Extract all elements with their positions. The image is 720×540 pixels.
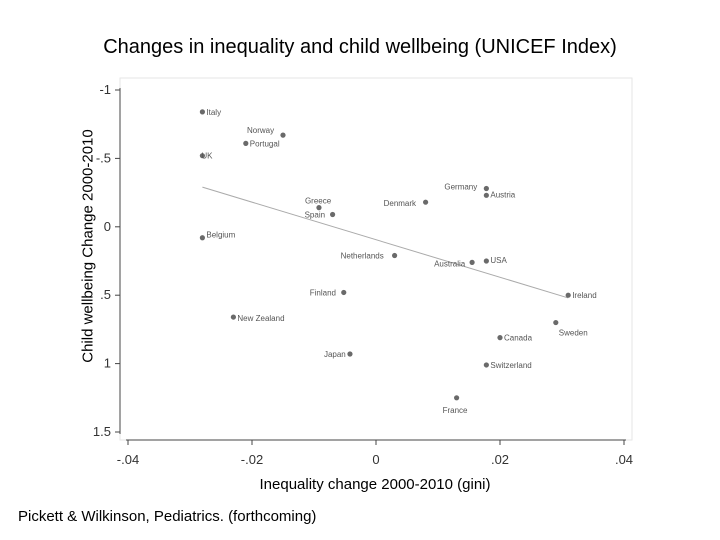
point-label: Japan	[324, 350, 346, 359]
data-point	[497, 335, 503, 341]
data-point	[565, 292, 571, 298]
data-point	[347, 351, 353, 357]
x-tick-label: -.02	[241, 452, 263, 467]
point-label: UK	[201, 152, 213, 161]
fit-line	[202, 186, 569, 299]
point-label: Portugal	[250, 139, 280, 148]
point-label: Ireland	[572, 291, 596, 300]
data-point	[199, 235, 205, 241]
y-tick-label: 1.5	[93, 424, 111, 439]
data-point	[341, 289, 347, 296]
point-label: Canada	[504, 334, 533, 343]
x-axis-label: Inequality change 2000-2010 (gini)	[259, 476, 491, 493]
y-tick-label: 0	[104, 219, 111, 234]
data-point	[392, 252, 398, 259]
point-label: Switzerland	[490, 361, 531, 370]
point-label: Australia	[434, 259, 466, 268]
y-tick-label: -1	[99, 82, 111, 97]
data-point	[469, 259, 475, 265]
data-point	[230, 314, 236, 320]
point-label: Sweden	[559, 329, 588, 338]
plot-frame	[119, 77, 633, 441]
point-label: Germany	[444, 182, 477, 191]
point-label: Denmark	[384, 199, 417, 208]
data-point	[199, 109, 205, 115]
data-point	[483, 362, 489, 368]
y-tick-label: 1	[104, 356, 111, 371]
point-label: Italy	[206, 108, 221, 117]
x-ticks: -.04 -.02 0 .02 .04	[117, 440, 633, 467]
data-point	[330, 211, 336, 218]
x-tick-label: .02	[491, 452, 509, 467]
x-tick-label: .04	[615, 452, 633, 467]
y-tick-label: -.5	[96, 150, 111, 165]
source-citation: Pickett & Wilkinson, Pediatrics. (forthc…	[18, 508, 317, 525]
data-points: Italy Norway Portugal UK Germany Austria Denma…	[199, 108, 597, 415]
data-point	[199, 153, 205, 159]
point-label: Greece	[305, 197, 332, 206]
point-label: USA	[490, 256, 507, 265]
point-label: Belgium	[206, 231, 235, 240]
point-label: Spain	[305, 210, 325, 219]
point-label: New Zealand	[237, 314, 284, 323]
data-point	[483, 185, 489, 192]
point-label: Austria	[490, 190, 515, 199]
y-ticks: -1 -.5 0 .5 1 1.5	[93, 82, 120, 439]
data-point	[316, 205, 322, 211]
chart-title: Changes in inequality and child wellbein…	[103, 36, 617, 58]
point-label: Netherlands	[341, 252, 384, 261]
y-tick-label: .5	[100, 287, 111, 302]
point-label: Norway	[247, 126, 274, 135]
data-point	[423, 199, 429, 205]
data-point	[454, 395, 460, 401]
data-point	[553, 319, 559, 326]
y-axis-label: Child wellbeing Change 2000-2010	[79, 129, 97, 363]
data-point	[243, 140, 249, 146]
data-point	[280, 132, 286, 138]
data-point	[483, 192, 489, 198]
point-label: France	[443, 406, 468, 415]
point-label: Finland	[310, 288, 336, 297]
x-tick-label: -.04	[117, 452, 139, 467]
x-tick-label: 0	[372, 452, 379, 467]
data-point	[483, 258, 489, 264]
